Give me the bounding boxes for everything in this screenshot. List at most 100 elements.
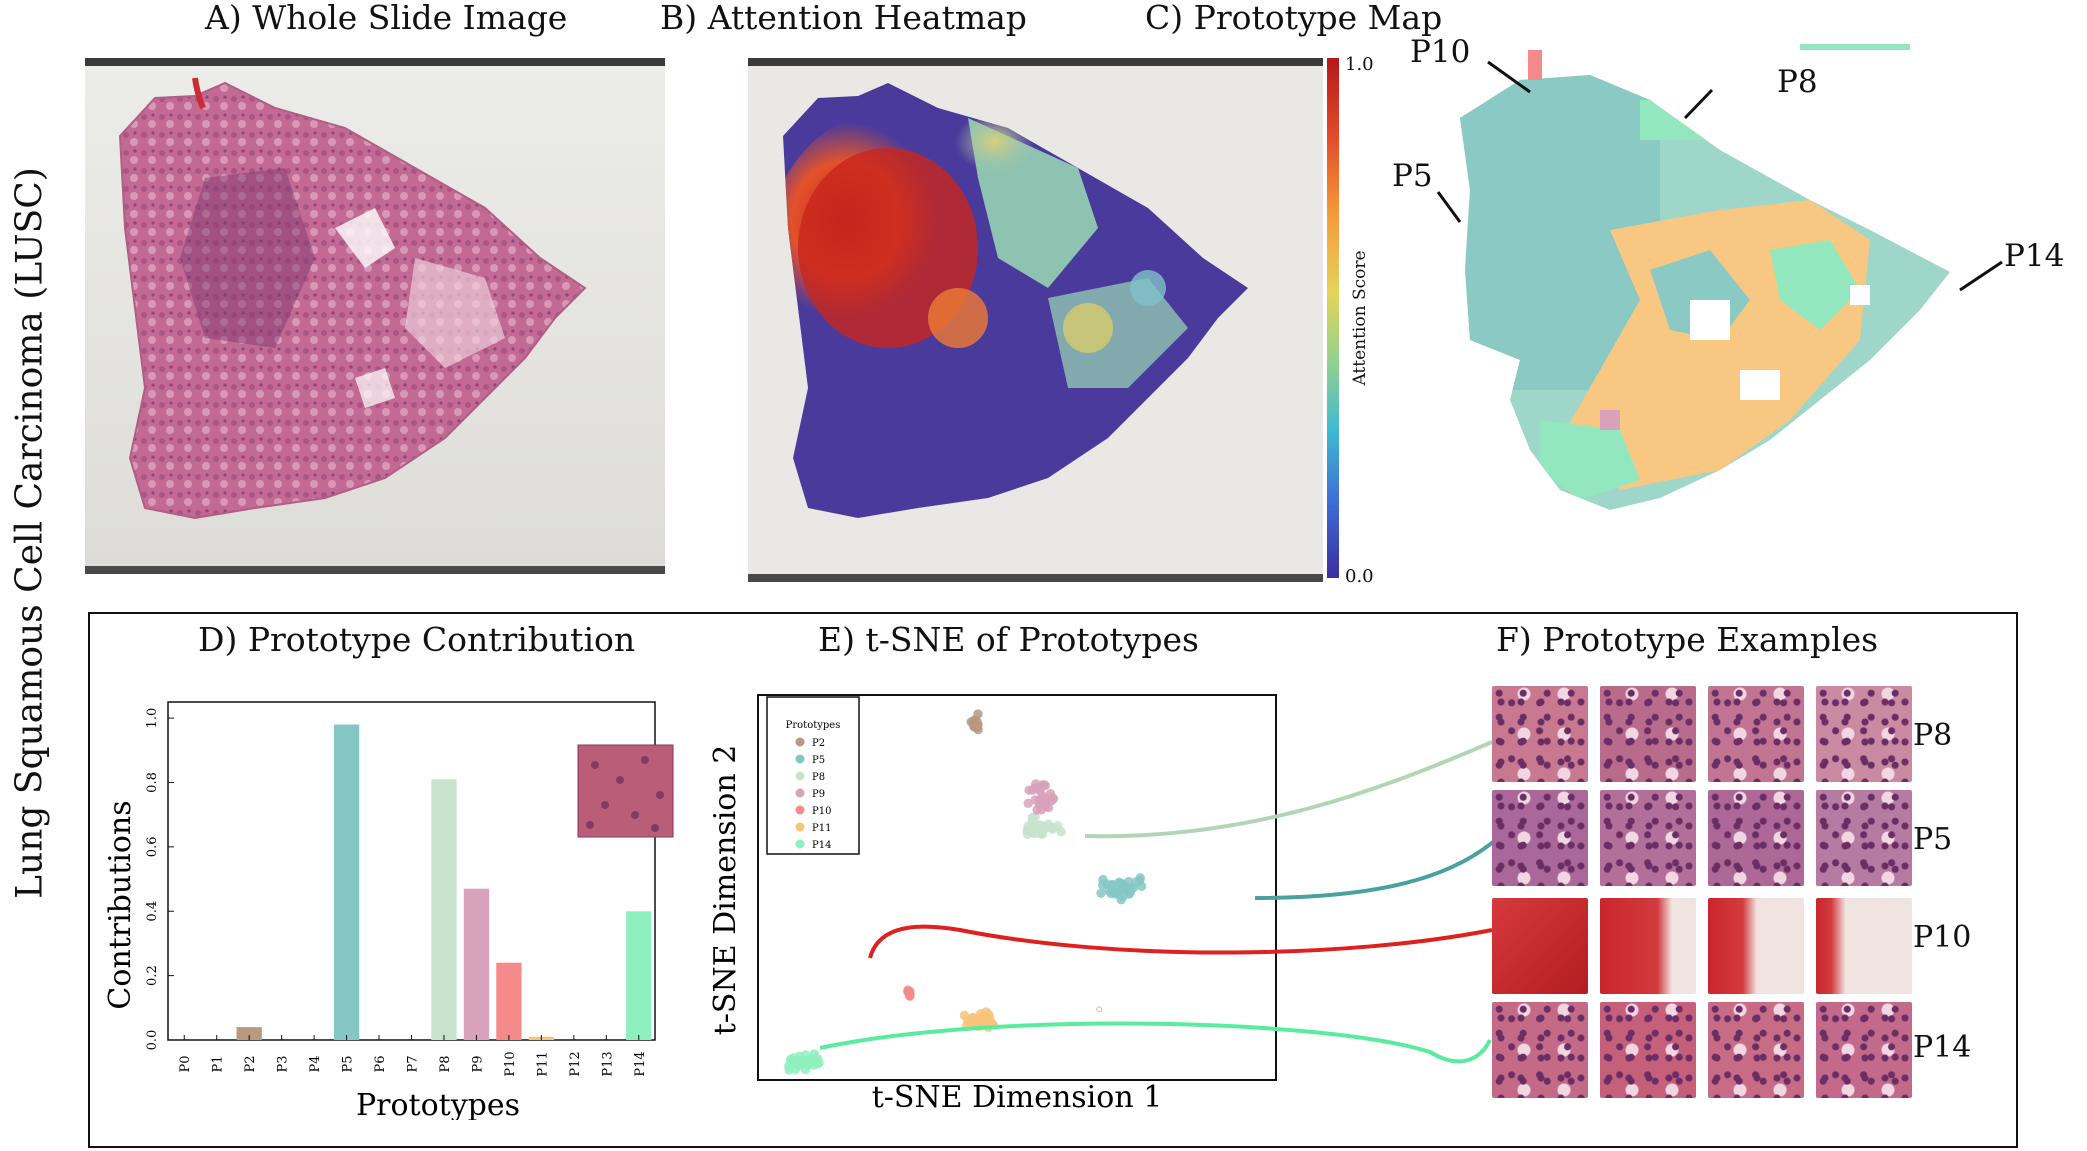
tsne-point [1108,880,1119,891]
bar-xtick-label: P10 [503,1051,518,1076]
contribution-chart: 0.0 0.2 0.4 0.6 0.8 1.0 P0 P1 P2 P3 P4 P5 P6 P7 P8 P9 P1… [103,701,674,1120]
legend-marker [795,788,805,798]
example-tile [1708,686,1804,782]
tsne-point [794,1061,805,1071]
example-tile [1492,1002,1588,1098]
bar-p9 [463,888,490,1040]
bar-p8 [431,779,457,1040]
bar-xtick-label: P1 [211,1055,226,1072]
attention-colorbar [1327,58,1339,578]
prototype-examples-grid [1492,686,1912,1134]
bar-xlabel: Prototypes [356,1088,520,1120]
legend-marker [795,771,805,781]
tsne-point [785,1054,796,1065]
legend-label: P2 [812,738,825,749]
tsne-xlabel: t-SNE Dimension 1 [872,1080,1163,1115]
legend-marker [795,805,805,815]
bar-chart-bars [236,724,652,1040]
tsne-chart: Prototypes P2 P5 P8 P9 P10 P11 P14 t-SNE Dimen… [708,694,1277,1115]
bar-xtick-label: P11 [535,1051,550,1076]
bar-xtick-label: P0 [178,1055,193,1072]
example-tile [1708,1002,1804,1098]
legend-label: P9 [812,789,825,800]
bar-xtick-label: P4 [308,1055,323,1072]
tsne-point [1039,823,1049,833]
bar-ytick-label: 0.2 [145,965,160,986]
panel-e-title: E) t-SNE of Prototypes [818,620,1199,659]
row-label: Lung Squamous Cell Carcinoma (LUSC) [9,167,51,899]
bar-xtick-label: P12 [568,1051,583,1076]
row-label-p10: P10 [1913,920,1972,955]
bar-xtick-label: P6 [373,1055,388,1072]
tsne-point [1052,821,1063,831]
bar-ytick-label: 0.8 [145,772,160,793]
bottom-panel-frame [88,612,2018,1148]
bar-ytick-label: 0.0 [145,1030,160,1051]
panel-d-title: D) Prototype Contribution [198,620,636,659]
legend-marker [795,737,805,747]
tsne-point [1096,1006,1103,1013]
example-tile [1492,790,1588,886]
example-tile [1600,686,1696,782]
tsne-point [1116,879,1127,890]
colorbar-max-label: 1.0 [1345,54,1374,75]
tsne-point [967,1016,978,1027]
bar-p2 [236,1027,262,1040]
tsne-point [1022,825,1032,836]
tsne-point [1128,883,1138,893]
bar-xtick-label: P13 [600,1051,615,1076]
tsne-point [959,1010,970,1021]
callout-p14: P14 [2004,238,2065,274]
colorbar-label: Attention Score [1350,250,1370,386]
bar-ytick-label: 0.6 [145,837,160,858]
example-tile [1600,1002,1696,1098]
tsne-point [1043,802,1054,813]
bar-xtick-label: P8 [438,1055,453,1072]
panel-f-title: F) Prototype Examples [1496,620,1879,659]
example-tile [1816,1002,1912,1098]
row-label-p8: P8 [1913,718,1953,753]
panel-b-title: B) Attention Heatmap [660,0,1027,37]
bar-chart-ticks: 0.0 0.2 0.4 0.6 0.8 1.0 P0 P1 P2 P3 P4 P5 P6 P7 P8 P9 P1… [145,708,648,1077]
legend-label: P8 [812,772,825,783]
example-tile [1708,790,1804,886]
tsne-point [1134,876,1145,886]
panel-a-title: A) Whole Slide Image [205,0,568,37]
tsne-point [1098,874,1108,885]
bar-p10 [496,962,522,1040]
whole-slide-image [85,58,665,574]
bar-p14 [626,911,652,1040]
tsne-point [1096,888,1106,898]
tsne-point [1040,794,1050,804]
bar-p5 [333,724,360,1040]
example-tile [1492,686,1588,782]
legend-label: P11 [812,823,831,834]
tsne-ylabel: t-SNE Dimension 2 [708,745,743,1036]
legend-label: P5 [812,755,825,766]
tsne-point [969,718,979,728]
example-tile [1600,790,1696,886]
panel-c-title: C) Prototype Map [1145,0,1443,37]
example-tile [1816,686,1912,782]
tsne-legend: Prototypes P2 P5 P8 P9 P10 P11 P14 [766,696,860,855]
callout-p5: P5 [1392,158,1433,194]
bar-xtick-label: P14 [633,1051,648,1076]
tsne-point [1039,780,1049,790]
tsne-point [905,988,915,999]
tsne-point [1028,785,1038,795]
colorbar-min-label: 0.0 [1345,566,1374,587]
row-label-p14: P14 [1913,1030,1972,1065]
legend-marker [795,822,805,832]
attention-heatmap [748,58,1323,582]
legend-title: Prototypes [786,720,841,731]
contribution-thumbnail [578,745,673,837]
legend-marker [795,839,805,849]
callout-p8: P8 [1777,64,1818,100]
bar-xtick-label: P7 [406,1055,421,1072]
legend-marker [795,754,805,764]
row-label-p5: P5 [1913,822,1953,857]
example-tile [1492,898,1588,994]
bar-xtick-label: P2 [243,1055,258,1072]
example-tile [1816,898,1912,994]
example-tile [1708,898,1804,994]
